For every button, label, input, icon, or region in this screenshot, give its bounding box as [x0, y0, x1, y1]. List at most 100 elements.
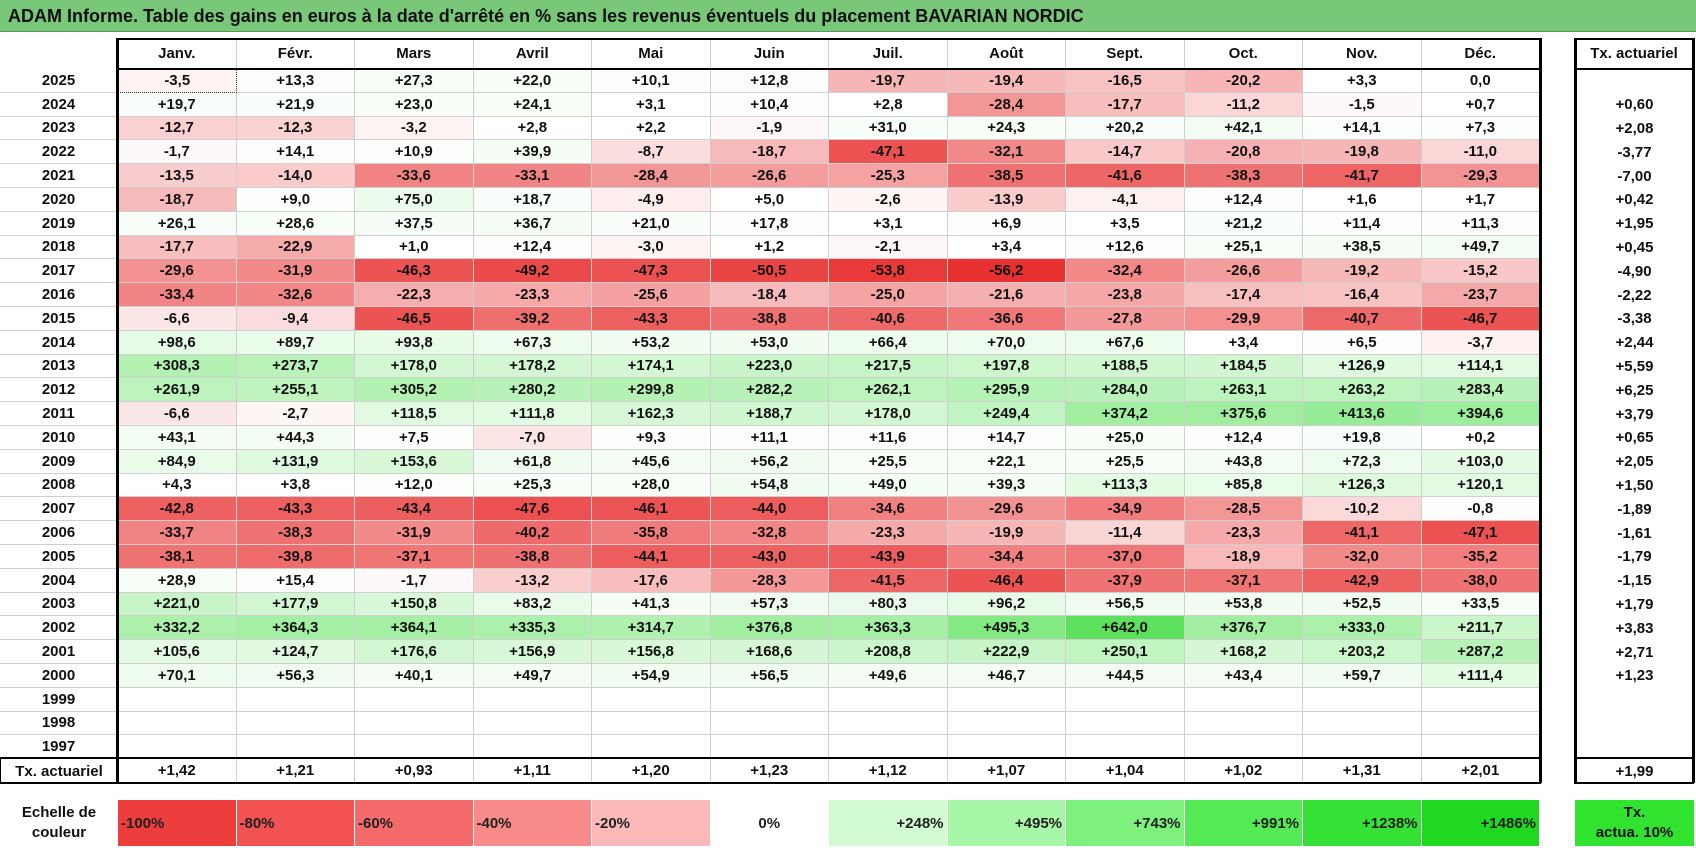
table-cell	[947, 687, 1066, 712]
table-cell: -32,0	[1303, 545, 1422, 569]
table-cell: -38,0	[1421, 568, 1540, 593]
table-cell: +2,8	[473, 116, 592, 141]
table-cell: -13,2	[473, 568, 592, 593]
table-cell: +364,3	[236, 616, 355, 641]
table-cell: +3,1	[829, 211, 948, 236]
table-cell: +376,8	[710, 616, 829, 641]
table-cell: +168,6	[710, 640, 829, 664]
table-cell: +67,3	[473, 330, 592, 355]
table-cell: -38,3	[236, 521, 355, 545]
year-label: 2002	[0, 616, 118, 641]
tx-actuariel-cell: +0,65	[1615, 429, 1654, 447]
table-cell: -33,4	[118, 283, 237, 307]
scale-swatch: -20%	[592, 800, 710, 846]
table-cell: -18,9	[1184, 545, 1303, 569]
table-cell: +83,2	[473, 592, 592, 617]
table-cell	[710, 711, 829, 736]
table-cell: -32,6	[236, 283, 355, 307]
table-cell: +6,9	[947, 211, 1066, 236]
table-cell: +39,3	[947, 473, 1066, 498]
table-cell: -38,8	[710, 307, 829, 331]
scale-label-line1: Echelle de	[21, 804, 97, 821]
month-header-6: Juil.	[829, 38, 948, 69]
table-cell: -12,3	[236, 116, 355, 141]
tx-actuariel-cell	[1575, 712, 1694, 736]
table-cell: +178,0	[355, 354, 474, 379]
table-cell: +72,3	[1303, 449, 1422, 474]
table-cell: -56,2	[947, 259, 1066, 284]
table-cell: -16,5	[1066, 69, 1185, 93]
table-cell: -22,3	[355, 283, 474, 307]
table-cell: +75,0	[355, 188, 474, 212]
month-header-7: Août	[947, 38, 1066, 69]
table-cell: +3,4	[947, 235, 1066, 260]
scale-label-line2: couleur	[31, 824, 87, 841]
table-cell: -26,6	[1184, 259, 1303, 284]
table-cell: +11,1	[710, 426, 829, 450]
table-cell: 0,0	[1421, 69, 1540, 93]
table-cell: -23,7	[1421, 283, 1540, 307]
table-cell: +222,9	[947, 640, 1066, 664]
table-cell: +70,0	[947, 330, 1066, 355]
table-cell: +250,1	[1066, 640, 1185, 664]
table-cell: +13,3	[236, 69, 355, 93]
table-cell: -10,2	[1303, 497, 1422, 522]
footer-label: Tx. actuariel	[15, 762, 103, 780]
table-cell: -43,3	[236, 497, 355, 522]
table-cell: +22,0	[473, 69, 592, 93]
table-cell: -46,7	[1421, 307, 1540, 331]
table-cell: -34,6	[829, 497, 948, 522]
table-cell: +40,1	[355, 664, 474, 688]
table-cell: +24,3	[947, 116, 1066, 141]
tx-actuariel-cell: +1,95	[1615, 215, 1654, 233]
table-cell: -36,6	[947, 307, 1066, 331]
table-cell: +178,0	[829, 402, 948, 426]
month-header-10: Nov.	[1303, 38, 1422, 69]
table-cell: -14,7	[1066, 140, 1185, 165]
table-cell: -47,1	[829, 140, 948, 165]
table-cell: -1,7	[355, 568, 474, 593]
table-cell: +31,0	[829, 116, 948, 141]
table-cell	[118, 711, 237, 736]
scale-tx-line1: Tx.	[1623, 804, 1646, 821]
month-header-5: Juin	[710, 38, 829, 69]
table-cell: -26,6	[710, 164, 829, 188]
table-cell: -2,7	[236, 402, 355, 426]
table-cell: -15,2	[1421, 259, 1540, 284]
table-cell: -11,4	[1066, 521, 1185, 545]
table-cell	[1184, 687, 1303, 712]
table-cell: +37,5	[355, 211, 474, 236]
table-cell: +156,9	[473, 640, 592, 664]
table-cell: +188,7	[710, 402, 829, 426]
table-cell: +287,2	[1421, 640, 1540, 664]
table-cell: +333,0	[1303, 616, 1422, 641]
table-cell: +33,5	[1421, 592, 1540, 617]
table-cell: -46,5	[355, 307, 474, 331]
scale-swatch: +991%	[1184, 800, 1302, 846]
scale-swatch: +743%	[1066, 800, 1184, 846]
table-cell: +177,9	[236, 592, 355, 617]
frame-hline	[1574, 782, 1694, 784]
year-label: 2021	[0, 164, 118, 188]
table-cell: -17,7	[118, 235, 237, 260]
table-cell: +208,8	[829, 640, 948, 664]
table-cell: +188,5	[1066, 354, 1185, 379]
tx-actuariel-cell: +1,23	[1615, 667, 1654, 685]
table-cell: +126,9	[1303, 354, 1422, 379]
table-cell: +43,1	[118, 426, 237, 450]
scale-swatch: -60%	[355, 800, 473, 846]
month-header-3: Avril	[473, 38, 592, 69]
table-cell	[1421, 711, 1540, 736]
scale-tx-swatch: Tx. actua. 10%	[1575, 800, 1694, 846]
footer-cell: +0,93	[355, 759, 474, 783]
table-cell: -11,0	[1421, 140, 1540, 165]
table-cell: -39,2	[473, 307, 592, 331]
table-cell: +12,0	[355, 473, 474, 498]
table-cell: -28,5	[1184, 497, 1303, 522]
year-label: 2018	[0, 235, 118, 260]
table-cell: +23,0	[355, 92, 474, 117]
table-cell: +375,6	[1184, 402, 1303, 426]
table-cell: -43,0	[710, 545, 829, 569]
table-cell: +44,3	[236, 426, 355, 450]
table-cell: +2,8	[829, 92, 948, 117]
